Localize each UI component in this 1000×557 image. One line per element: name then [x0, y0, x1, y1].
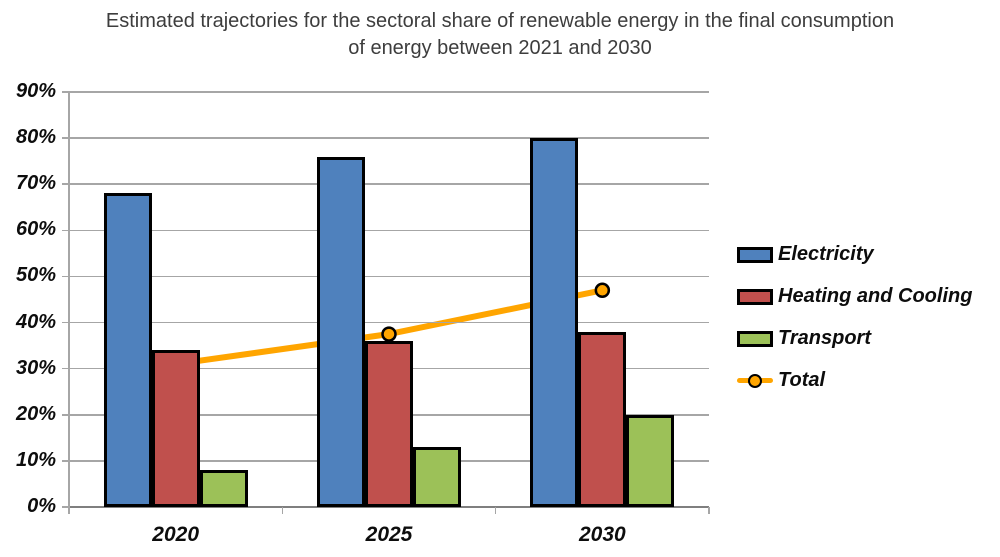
bar-transport-2030 — [626, 414, 675, 507]
y-axis-label: 30% — [15, 356, 56, 379]
legend: Electricity Heating and Cooling Transpor… — [737, 243, 972, 392]
transport-swatch-icon — [737, 330, 773, 347]
bar-electricity-2030 — [530, 138, 579, 507]
bar-transport-2025 — [413, 447, 461, 507]
y-axis-label: 90% — [15, 80, 56, 102]
legend-item-total: Total — [737, 369, 972, 392]
total-line-marker-icon — [737, 373, 773, 389]
y-axis-label: 50% — [15, 264, 56, 287]
y-axis-tick — [62, 321, 69, 324]
y-axis-tick — [62, 414, 69, 416]
y-axis-tick — [62, 506, 69, 508]
y-axis-label: 20% — [15, 402, 56, 425]
gridline — [69, 137, 709, 139]
bar-electricity-2025 — [317, 156, 365, 507]
legend-label-total: Total — [778, 369, 826, 391]
y-axis-tick — [62, 229, 69, 232]
y-axis-tick — [62, 183, 69, 185]
y-axis-label: 60% — [15, 218, 56, 241]
x-axis-tick — [494, 507, 497, 514]
y-axis-label: 0% — [27, 495, 56, 517]
x-axis-tick — [708, 507, 710, 514]
y-axis-label: 80% — [15, 126, 56, 149]
x-axis-line — [69, 506, 709, 509]
x-axis-label: 2025 — [365, 523, 413, 546]
chart-title: Estimated trajectories for the sectoral … — [0, 8, 1000, 62]
y-axis-tick — [62, 275, 69, 278]
legend-item-electricity: Electricity — [737, 243, 972, 266]
y-axis-tick — [62, 137, 69, 139]
total-marker-2025 — [381, 326, 397, 342]
bar-electricity-2020 — [103, 193, 152, 507]
y-axis-line — [68, 92, 70, 514]
y-axis-tick — [62, 367, 69, 370]
legend-label-electricity: Electricity — [778, 243, 874, 265]
x-axis-label: 2030 — [578, 523, 626, 546]
gridline — [69, 321, 709, 324]
electricity-swatch-icon — [737, 246, 773, 263]
y-axis-label: 40% — [15, 310, 56, 333]
bar-heating-and-cooling-2025 — [365, 341, 413, 507]
legend-label-heating-and-cooling: Heating and Cooling — [778, 285, 973, 307]
x-axis-tick — [68, 507, 70, 514]
legend-label-transport: Transport — [778, 327, 871, 349]
gridline — [69, 275, 709, 278]
heating-and-cooling-swatch-icon — [737, 288, 773, 305]
gridline — [69, 229, 709, 232]
y-axis-label: 10% — [15, 448, 56, 471]
x-axis-tick — [281, 507, 284, 514]
chart-title-text: Estimated trajectories for the sectoral … — [105, 10, 895, 59]
y-axis-tick — [62, 460, 69, 462]
total-marker-2030 — [594, 282, 611, 299]
bar-transport-2020 — [199, 470, 248, 507]
bar-heating-and-cooling-2030 — [578, 331, 627, 507]
legend-item-transport: Transport — [737, 327, 972, 350]
y-axis-label: 70% — [15, 172, 56, 195]
x-axis-label: 2020 — [152, 523, 200, 546]
legend-item-heating-and-cooling: Heating and Cooling — [737, 285, 972, 308]
gridline — [69, 183, 709, 185]
y-axis-tick — [62, 91, 69, 93]
gridline — [69, 91, 709, 93]
bar-heating-and-cooling-2020 — [151, 350, 200, 507]
